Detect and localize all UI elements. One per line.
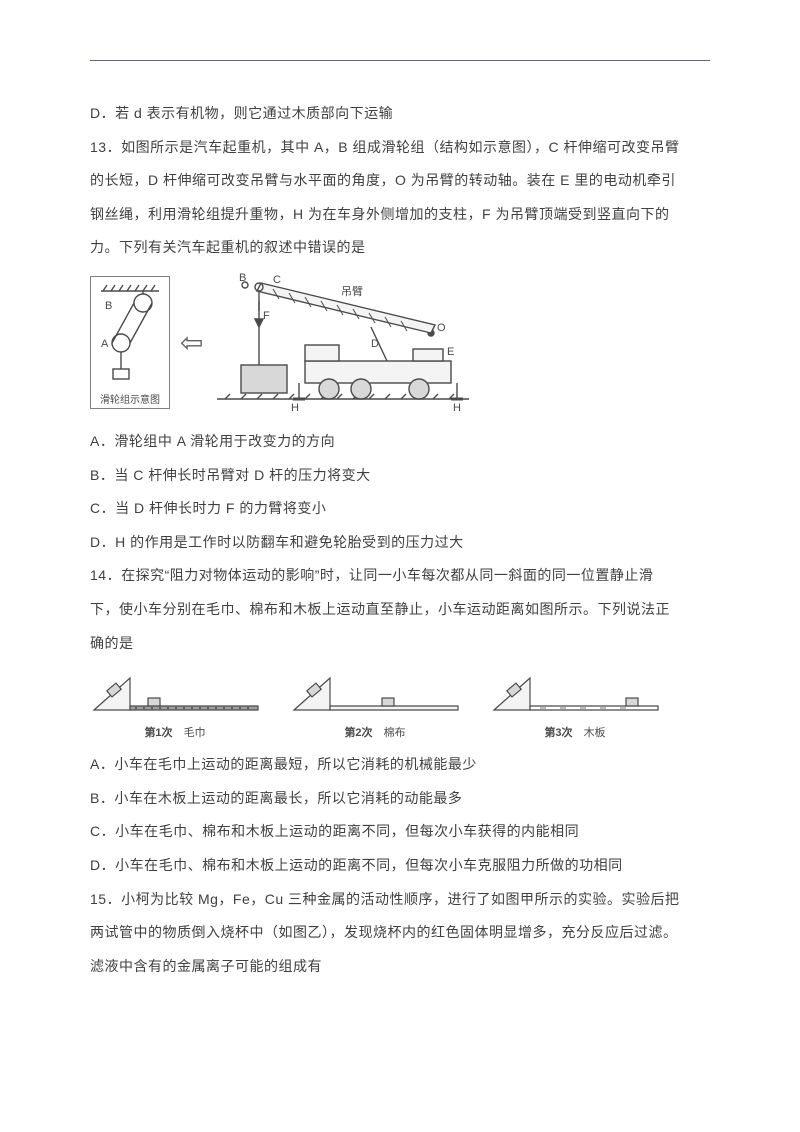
pulley-label-b: B [105, 300, 112, 312]
pulley-caption: 滑轮组示意图 [97, 391, 163, 406]
crane-label-h2: H [453, 402, 461, 413]
exam-page: D．若 d 表示有机物，则它通过木质部向下运输 13．如图所示是汽车起重机，其中… [0, 0, 800, 1132]
crane-label-b: B [239, 273, 246, 284]
crane-label-h1: H [291, 402, 299, 413]
q13-figure: B A 滑轮组示意图 ⇦ [90, 273, 710, 413]
crane-figure: B A 滑轮组示意图 ⇦ [90, 273, 473, 413]
ramp-1-surface: 毛巾 [184, 727, 206, 739]
q15-stem-line2: 两试管中的物质倒入烧杯中（如图乙），发现烧杯内的红色固体明显增多，充分反应后过滤… [90, 916, 710, 950]
q13-option-d: D．H 的作用是工作时以防翻车和避免轮胎受到的压力过大 [90, 526, 710, 560]
q15-stem-line3: 滤液中含有的金属离子可能的组成有 [90, 950, 710, 984]
crane-label-f: F [263, 310, 270, 322]
top-rule [90, 60, 710, 61]
q14-option-b: B．小车在木板上运动的距离最长，所以它消耗的动能最多 [90, 782, 710, 816]
pulley-label-a: A [101, 338, 109, 350]
q13-option-a: A．滑轮组中 A 滑轮用于改变力的方向 [90, 425, 710, 459]
crane-label-d: D [371, 338, 379, 350]
q12-option-d: D．若 d 表示有机物，则它通过木质部向下运输 [90, 97, 710, 131]
ramp-2-label: 第2次 [344, 727, 372, 739]
crane-label-e: E [447, 346, 454, 358]
ramp-2-surface: 棉布 [384, 727, 406, 739]
ramp-1-label: 第1次 [144, 727, 172, 739]
q13-option-c: C．当 D 杆伸长时力 F 的力臂将变小 [90, 492, 710, 526]
ramp-3-surface: 木板 [584, 727, 606, 739]
q15-stem-line1: 15．小柯为比较 Mg，Fe，Cu 三种金属的活动性顺序，进行了如图甲所示的实验… [90, 883, 710, 917]
q13-option-b: B．当 C 杆伸长时吊臂对 D 杆的压力将变大 [90, 459, 710, 493]
ramp-2: 第2次 棉布 [290, 666, 460, 740]
crane-label-o: O [437, 322, 446, 334]
crane-label-c: C [273, 274, 281, 286]
pulley-schematic: B A 滑轮组示意图 [90, 276, 170, 409]
q13-stem-line2: 的长短，D 杆伸缩可改变吊臂与水平面的角度，O 为吊臂的转动轴。装在 E 里的电… [90, 164, 710, 198]
pulley-svg: B A [97, 281, 163, 389]
ramp-3-label: 第3次 [544, 727, 572, 739]
q14-option-c: C．小车在毛巾、棉布和木板上运动的距离不同，但每次小车获得的内能相同 [90, 815, 710, 849]
q13-stem-line4: 力。下列有关汽车起重机的叙述中错误的是 [90, 231, 710, 265]
ramp-1: 第1次 毛巾 [90, 666, 260, 740]
arrow-icon: ⇦ [180, 326, 203, 359]
q13-stem-line3: 钢丝绳，利用滑轮组提升重物，H 为在车身外侧增加的支柱，F 为吊臂顶端受到竖直向… [90, 198, 710, 232]
crane-label-boom: 吊臂 [341, 285, 363, 298]
ramp-3: 第3次 木板 [490, 666, 660, 740]
q14-stem-line2: 下，使小车分别在毛巾、棉布和木板上运动直至静止，小车运动距离如图所示。下列说法正 [90, 593, 710, 627]
q14-stem-line1: 14．在探究“阻力对物体运动的影响”时，让同一小车每次都从同一斜面的同一位置静止… [90, 559, 710, 593]
q14-option-d: D．小车在毛巾、棉布和木板上运动的距离不同，但每次小车克服阻力所做的功相同 [90, 849, 710, 883]
q14-option-a: A．小车在毛巾上运动的距离最短，所以它消耗的机械能最少 [90, 748, 710, 782]
q13-stem-line1: 13．如图所示是汽车起重机，其中 A，B 组成滑轮组（结构如示意图），C 杆伸缩… [90, 131, 710, 165]
q14-figure: 第1次 毛巾 第2次 棉布 [90, 666, 710, 740]
crane-truck-svg: B C F 吊臂 O D E H H [213, 273, 473, 413]
q14-stem-line3: 确的是 [90, 627, 710, 661]
